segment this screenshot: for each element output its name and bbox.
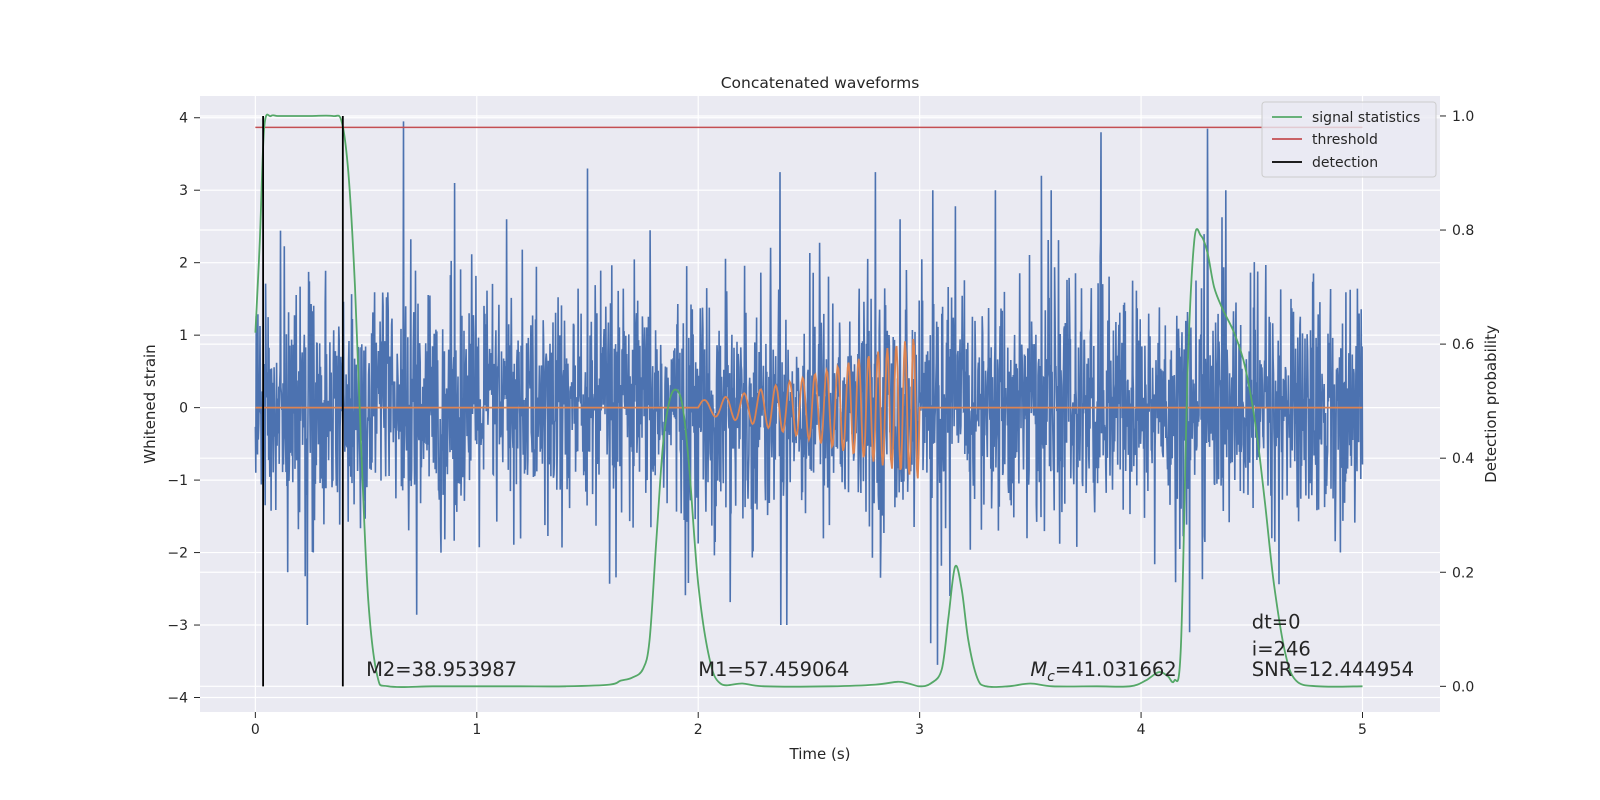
y-tick-label: −3 — [167, 618, 188, 634]
y-tick-label: 3 — [179, 183, 188, 199]
y2-tick-label: 0.0 — [1452, 679, 1474, 695]
y2-tick-label: 0.4 — [1452, 451, 1474, 467]
series-template-chirp — [255, 338, 1363, 479]
legend-label-detection: detection — [1312, 155, 1378, 171]
plot-series — [254, 113, 1364, 689]
x-tick-label: 3 — [915, 722, 924, 738]
x-axis-title: Time (s) — [789, 745, 851, 763]
annotation-m1: M1=57.459064 — [698, 658, 849, 681]
y-tick-label: −2 — [167, 546, 188, 562]
annotation-dt: dt=0 — [1252, 611, 1301, 634]
y-tick-label: 0 — [179, 401, 188, 417]
y2-tick-label: 0.8 — [1452, 223, 1474, 239]
y2-axis-title: Detection probability — [1482, 325, 1500, 483]
x-tick-label: 1 — [472, 722, 481, 738]
annotations: M2=38.953987 M1=57.459064 Mc=41.031662 dt=0… — [366, 611, 1414, 685]
annotation-snr: SNR=12.444954 — [1252, 658, 1414, 681]
y-tick-label: 1 — [179, 328, 188, 344]
legend-label-signal-statistics: signal statistics — [1312, 110, 1420, 126]
legend: signal statistics threshold detection — [1261, 101, 1437, 178]
legend-frame — [1261, 101, 1437, 178]
annotation-m2: M2=38.953987 — [366, 658, 517, 681]
y2-tick-label: 0.6 — [1452, 337, 1474, 353]
y-tick-label: −1 — [167, 473, 188, 489]
y-tick-label: 2 — [179, 256, 188, 272]
y-axis-title: Whitened strain — [141, 344, 159, 463]
chart-title: Concatenated waveforms — [721, 74, 920, 92]
series-whitened-strain — [254, 121, 1364, 665]
x-tick-label: 5 — [1358, 722, 1367, 738]
x-tick-label: 4 — [1137, 722, 1146, 738]
y2-tick-label: 0.2 — [1452, 565, 1474, 581]
y-tick-label: 4 — [179, 111, 188, 127]
legend-label-threshold: threshold — [1312, 132, 1378, 148]
annotation-mc: Mc=41.031662 — [1030, 658, 1176, 685]
annotation-i: i=246 — [1252, 637, 1311, 660]
series-signal-statistics — [254, 113, 1363, 689]
y-tick-label: −4 — [167, 691, 188, 707]
x-tick-label: 0 — [251, 722, 260, 738]
x-tick-label: 2 — [694, 722, 703, 738]
y2-tick-label: 1.0 — [1452, 109, 1474, 125]
axes: 0 1 2 3 4 5 −4 −3 −2 −1 0 1 2 3 4 0.0 0.2 0.4 0.6 0.8 1.0 — [167, 109, 1474, 738]
